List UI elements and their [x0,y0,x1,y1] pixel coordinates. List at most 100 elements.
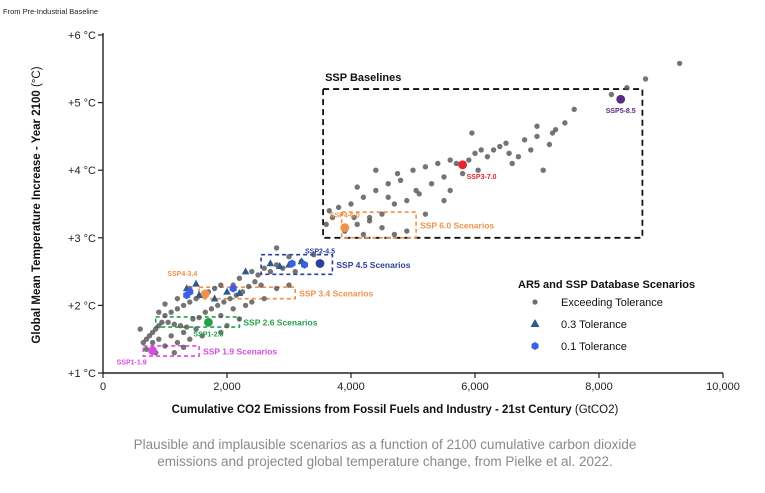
ssp-marker-label: SSP4-3.4 [167,271,197,278]
scatter-point [676,60,683,67]
header-note: From Pre-Industrial Baseline [3,7,98,16]
scatter-point [348,201,354,207]
ssp-marker [200,289,210,299]
scatter-point [252,279,258,285]
x-tick-label: 8,000 [585,381,613,393]
scatter-point [211,285,218,292]
scatter-point [140,339,146,346]
scatter-point [534,133,540,140]
scatter-point [391,231,398,238]
legend-marker-triangle [530,319,540,327]
legend-label: 0.1 Tolerance [561,341,627,353]
scatter-point [624,85,630,91]
y-tick-label: +1 °C [68,368,96,380]
scatter-point [453,160,460,167]
scatter-point [168,309,174,315]
scatter-point [174,295,181,302]
x-axis-title: Cumulative CO2 Emissions from Fossil Fue… [172,404,619,416]
scatter-point [413,187,419,194]
region-box-label: SSP 3.4 Scenarios [299,288,373,298]
scatter-point [642,76,649,82]
ssp-marker [616,94,626,104]
scatter-point [249,268,255,275]
legend-label: Exceeding Tolerance [561,297,663,309]
scatter-point [515,153,522,160]
scatter-point [242,302,249,309]
scatter-point [354,184,360,190]
scatter-point [149,339,156,346]
scatter-point [286,254,292,260]
scatter-point [171,350,177,356]
scatter-point [422,164,429,170]
scatter-point-triangle [235,289,244,297]
scatter-point [391,201,398,207]
scatter-point [404,197,410,204]
legend: AR5 and SSP Database Scenarios Exceeding … [518,279,695,353]
scatter-point [379,224,385,231]
ssp-marker [458,160,467,170]
scatter-point [224,322,230,329]
scatter-point [540,167,546,173]
scatter-point [478,147,484,153]
scatter-point [366,218,373,224]
scatter-point [509,160,515,167]
scatter-point [156,336,162,342]
scatter-point [373,187,379,194]
scatter-point [385,181,391,187]
scatter-point [174,306,181,312]
legend-label: 0.3 Tolerance [561,319,627,331]
scatter-point [261,265,267,271]
scatter-point [521,137,528,143]
scatter-point-triangle [223,287,231,295]
scatter-point [311,252,317,258]
scatter-point [552,126,559,133]
legend-marker-circle [532,299,538,305]
scatter-point [286,282,292,288]
region-box [322,88,644,239]
scatter-point [171,321,177,328]
region-box-label: SSP 4.5 Scenarios [336,260,410,270]
scatter-point [168,333,174,339]
x-axis-label: Cumulative CO2 Emissions from Fossil Fue… [172,404,573,416]
scatter-point [249,299,255,305]
x-tick-label: 0 [100,381,106,393]
scatter-point-hexagon [186,287,194,296]
scatter-point [459,170,466,177]
ssp-marker [315,259,325,268]
region-box-label: SSP 2.6 Scenarios [243,317,317,327]
scatter-point [174,339,181,346]
scatter-point [441,197,447,204]
scatter-point [218,329,224,336]
scatter-point [484,153,491,160]
region-box-label: SSP 1.9 Scenarios [203,347,277,357]
scatter-point [180,344,187,351]
scatter-point [202,309,208,315]
scatter-point [571,106,577,113]
ssp-marker-label: SSP1-1.9 [117,360,147,367]
region-box-label: SSP Baselines [325,72,401,84]
y-tick-label: +6 °C [68,30,96,42]
scatter-point [360,231,367,238]
scatter-point [273,245,280,251]
scatter-point-triangle [210,294,219,302]
scatter-point [397,177,404,184]
scatter-point [608,91,615,98]
scatter-point [180,302,187,309]
scatter-point [261,295,267,302]
scatter-point [218,282,224,288]
scatter-point [143,346,150,353]
x-tick-label: 10,000 [706,381,740,393]
ssp-marker-label: SSP2-4.5 [305,248,335,255]
scatter-point-triangle [275,261,284,269]
scatter-point [323,221,329,227]
y-axis-unit: (°C) [31,66,43,87]
ssp-marker [204,317,213,327]
scatter-point-triangle [266,259,275,267]
scatter-point [326,208,332,214]
ssp-marker-label: SSP3-7.0 [467,174,497,181]
scatter-point [410,167,416,173]
scatter-point [428,181,435,187]
scatter-point [335,204,342,211]
x-axis-unit: (GtCO2) [575,404,619,416]
